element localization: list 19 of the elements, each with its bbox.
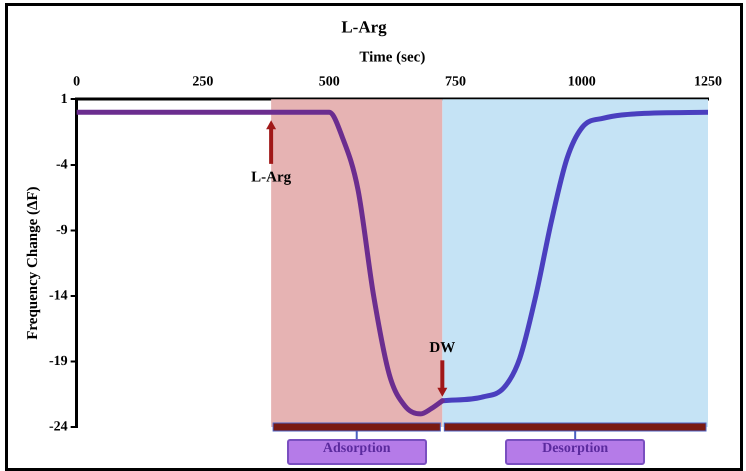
- x-tick-label: 1000: [568, 74, 596, 90]
- band-label: Desorption: [505, 439, 646, 465]
- y-tick-label: -24: [48, 420, 68, 435]
- x-tick-label: 250: [192, 74, 214, 90]
- y-axis-title: Frequency Change (ΔF): [24, 186, 41, 340]
- annotation: L-Arg: [251, 170, 292, 186]
- y-tick-label: 1: [60, 92, 68, 107]
- y-tick-label: -19: [48, 354, 68, 370]
- y-tick-label: -4: [56, 157, 68, 172]
- y-tick-label: -14: [48, 288, 68, 304]
- x-tick-label: 0: [73, 74, 80, 90]
- x-tick-label: 500: [318, 74, 340, 90]
- chart-title: L-Arg: [341, 18, 388, 37]
- band-label: Adsorption: [286, 439, 427, 465]
- x-axis-title: Time (sec): [359, 49, 426, 66]
- annotation: DW: [429, 340, 456, 356]
- y-tick-label: -9: [56, 222, 68, 238]
- x-tick-label: 1250: [694, 74, 722, 90]
- x-tick-label: 750: [444, 74, 466, 90]
